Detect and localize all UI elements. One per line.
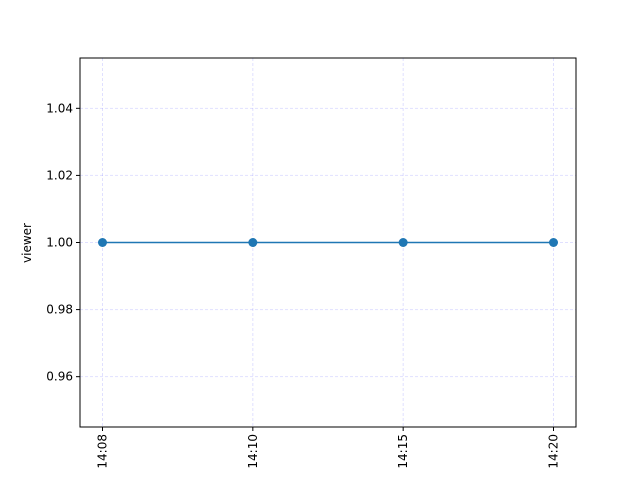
x-axis: 14:08 14:10 14:15 14:20 [96, 427, 561, 469]
x-tick-label: 14:10 [246, 434, 260, 469]
y-tick-label: 0.98 [46, 303, 73, 317]
grid-lines [80, 58, 576, 427]
y-tick-label: 1.02 [46, 168, 73, 182]
y-tick-label: 1.00 [46, 236, 73, 250]
x-tick-label: 14:15 [396, 434, 410, 469]
data-point [398, 238, 408, 247]
x-tick-label: 14:20 [547, 434, 561, 469]
y-tick-label: 0.96 [46, 370, 73, 384]
data-point [98, 238, 107, 247]
y-tick-label: 1.04 [46, 101, 73, 115]
y-axis-label: viewer [20, 223, 34, 263]
data-point [248, 238, 258, 247]
x-tick-label: 14:08 [96, 434, 110, 469]
data-point [549, 238, 558, 247]
y-axis: 0.96 0.98 1.00 1.02 1.04 [46, 101, 80, 384]
series-layer [98, 238, 558, 247]
